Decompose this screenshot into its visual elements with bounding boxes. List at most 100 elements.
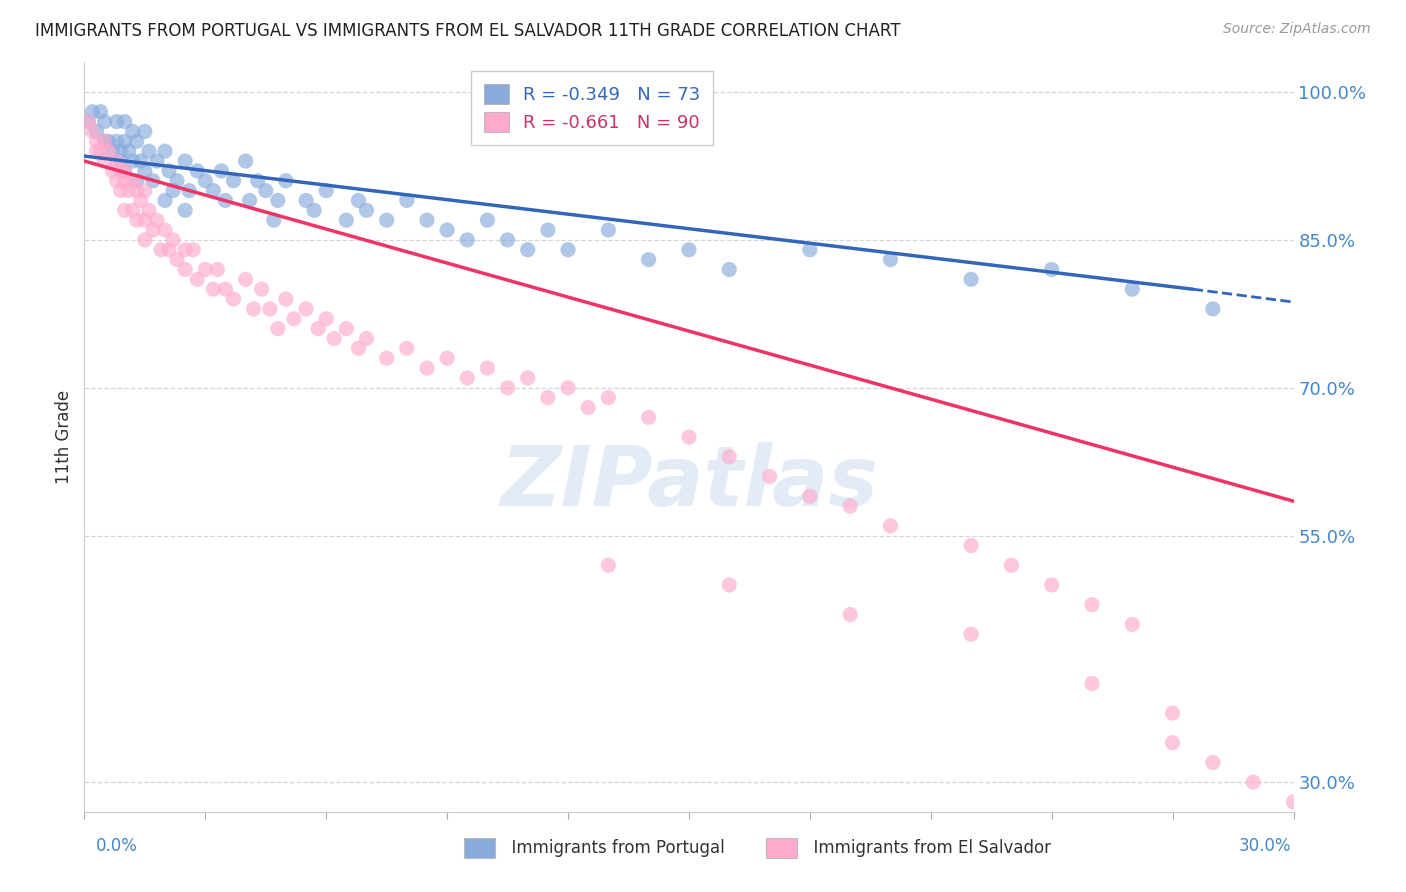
Point bbox=[1202, 756, 1225, 770]
Point bbox=[395, 194, 418, 208]
Point bbox=[157, 243, 180, 257]
Point bbox=[77, 114, 100, 128]
Point bbox=[86, 144, 108, 158]
Point bbox=[134, 124, 156, 138]
Point bbox=[105, 114, 128, 128]
Point bbox=[93, 134, 115, 148]
Point bbox=[335, 321, 357, 335]
Point bbox=[1161, 706, 1184, 720]
Point bbox=[235, 154, 257, 169]
Point bbox=[129, 154, 152, 169]
Text: ZIPatlas: ZIPatlas bbox=[501, 442, 877, 523]
Point bbox=[1241, 775, 1264, 789]
Point bbox=[97, 144, 120, 158]
Point bbox=[678, 243, 700, 257]
Point bbox=[302, 203, 325, 218]
Point bbox=[1000, 558, 1022, 573]
Point bbox=[121, 174, 143, 188]
Text: Immigrants from El Salvador: Immigrants from El Salvador bbox=[803, 839, 1050, 857]
Point bbox=[134, 233, 156, 247]
Text: IMMIGRANTS FROM PORTUGAL VS IMMIGRANTS FROM EL SALVADOR 11TH GRADE CORRELATION C: IMMIGRANTS FROM PORTUGAL VS IMMIGRANTS F… bbox=[35, 22, 901, 40]
Point bbox=[263, 213, 285, 227]
Point bbox=[86, 134, 108, 148]
Point bbox=[274, 292, 297, 306]
Point bbox=[537, 223, 560, 237]
Point bbox=[799, 243, 821, 257]
Point bbox=[436, 223, 458, 237]
Point bbox=[118, 144, 141, 158]
Point bbox=[202, 282, 225, 296]
Point bbox=[77, 114, 100, 128]
Point bbox=[1121, 282, 1143, 296]
Point bbox=[110, 154, 132, 169]
Point bbox=[598, 391, 620, 405]
Point bbox=[125, 134, 148, 148]
Point bbox=[274, 174, 297, 188]
Point bbox=[179, 184, 201, 198]
Point bbox=[356, 203, 378, 218]
Point bbox=[214, 194, 236, 208]
Point bbox=[202, 184, 225, 198]
Point bbox=[416, 213, 439, 227]
Point bbox=[375, 213, 398, 227]
Point bbox=[125, 174, 148, 188]
Point bbox=[125, 213, 148, 227]
Point bbox=[250, 282, 273, 296]
Point bbox=[259, 301, 281, 316]
Point bbox=[93, 114, 115, 128]
Point bbox=[101, 144, 124, 158]
Point bbox=[267, 321, 290, 335]
Point bbox=[93, 154, 115, 169]
Point bbox=[537, 391, 560, 405]
Point bbox=[960, 627, 983, 641]
Point bbox=[516, 371, 538, 385]
Point bbox=[436, 351, 458, 366]
Point bbox=[105, 134, 128, 148]
Point bbox=[174, 203, 197, 218]
Point bbox=[174, 262, 197, 277]
Point bbox=[295, 194, 318, 208]
Point bbox=[125, 184, 148, 198]
Point bbox=[960, 539, 983, 553]
Point bbox=[134, 213, 156, 227]
Point bbox=[718, 578, 741, 592]
Point bbox=[356, 331, 378, 345]
Legend: R = -0.349   N = 73, R = -0.661   N = 90: R = -0.349 N = 73, R = -0.661 N = 90 bbox=[471, 71, 713, 145]
Point bbox=[295, 301, 318, 316]
Point bbox=[1081, 598, 1104, 612]
Text: 30.0%: 30.0% bbox=[1239, 837, 1291, 855]
Point bbox=[194, 174, 217, 188]
Point bbox=[1202, 301, 1225, 316]
Point bbox=[879, 518, 901, 533]
Point bbox=[1040, 578, 1063, 592]
Point bbox=[153, 194, 176, 208]
Point bbox=[315, 311, 337, 326]
Point bbox=[114, 164, 136, 178]
Point bbox=[598, 558, 620, 573]
Point bbox=[97, 134, 120, 148]
Point bbox=[86, 124, 108, 138]
Point bbox=[174, 154, 197, 169]
Point bbox=[839, 607, 862, 622]
Point bbox=[207, 262, 229, 277]
Point bbox=[101, 164, 124, 178]
Point bbox=[395, 342, 418, 356]
Text: Source: ZipAtlas.com: Source: ZipAtlas.com bbox=[1223, 22, 1371, 37]
Point bbox=[1040, 262, 1063, 277]
Point bbox=[239, 194, 262, 208]
Point bbox=[1121, 617, 1143, 632]
Point bbox=[416, 361, 439, 376]
Point bbox=[222, 174, 245, 188]
Point bbox=[134, 184, 156, 198]
Point bbox=[678, 430, 700, 444]
Point bbox=[174, 243, 197, 257]
Point bbox=[637, 410, 659, 425]
Text: 0.0%: 0.0% bbox=[96, 837, 138, 855]
Point bbox=[576, 401, 599, 415]
Point bbox=[267, 194, 290, 208]
Point bbox=[162, 233, 184, 247]
Point bbox=[82, 104, 104, 119]
Point bbox=[121, 124, 143, 138]
Point bbox=[110, 144, 132, 158]
Point bbox=[246, 174, 269, 188]
